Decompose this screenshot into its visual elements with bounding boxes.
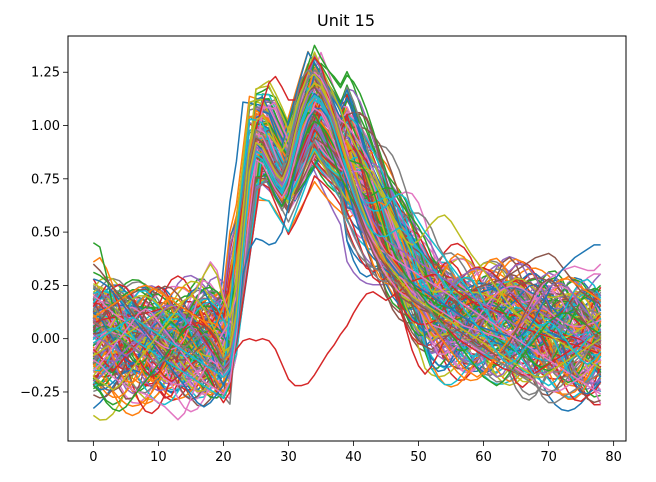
y-axis: −0.25 0.00 0.25 0.50 0.75 1.00 1.25 [20, 66, 68, 400]
x-tick-label: 80 [605, 450, 622, 465]
trace-bundle-line [92, 82, 602, 384]
x-tick-label: 40 [345, 450, 362, 465]
series-line-21 [92, 94, 602, 378]
x-tick-label: 70 [540, 450, 557, 465]
trace-bundle-line [92, 140, 602, 405]
y-tick-label: 0.50 [31, 226, 60, 241]
x-tick-label: 10 [150, 450, 167, 465]
series-line-20 [92, 82, 602, 391]
trace-bundle-line [92, 68, 602, 400]
y-tick-label: 0.25 [31, 279, 60, 294]
series-layer [92, 44, 602, 421]
x-tick-label: 50 [410, 450, 427, 465]
plot-frame [67, 35, 627, 442]
x-tick-label: 60 [475, 450, 492, 465]
y-tick-label: 1.25 [31, 66, 60, 81]
x-tick-label: 20 [215, 450, 232, 465]
chart-title: Unit 15 [317, 11, 375, 30]
series-line-12 [92, 99, 602, 400]
x-tick-label: 0 [89, 450, 97, 465]
y-tick-label: 0.75 [31, 172, 60, 187]
trace-bundle-line [93, 85, 601, 386]
x-axis: 0 10 20 30 40 50 60 70 80 [89, 441, 622, 465]
trace-bundle-line [92, 76, 601, 394]
y-tick-label: 1.00 [31, 119, 60, 134]
x-tick-label: 30 [280, 450, 297, 465]
y-tick-label: −0.25 [20, 385, 60, 400]
y-tick-label: 0.00 [31, 332, 60, 347]
trace-bundle-line [93, 100, 601, 362]
